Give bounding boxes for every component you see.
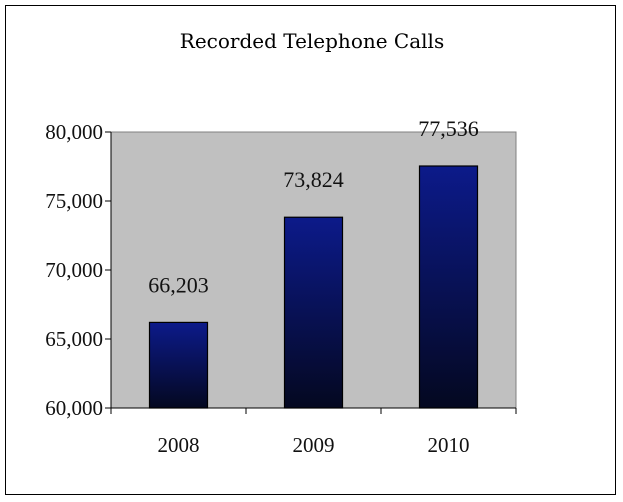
y-tick-label: 60,000 — [45, 396, 103, 420]
data-label: 77,536 — [418, 116, 479, 141]
data-label: 66,203 — [148, 272, 209, 297]
bar — [418, 165, 479, 409]
data-label: 73,824 — [283, 167, 344, 192]
bar — [148, 321, 209, 409]
y-tick-label: 70,000 — [45, 258, 103, 282]
chart-title: Recorded Telephone Calls — [180, 29, 444, 53]
bar — [283, 216, 344, 409]
x-tick-label: 2010 — [428, 433, 470, 457]
x-tick-label: 2009 — [293, 433, 335, 457]
y-tick-label: 75,000 — [45, 189, 103, 213]
x-tick-label: 2008 — [158, 433, 200, 457]
y-tick-label: 80,000 — [45, 120, 103, 144]
y-tick-label: 65,000 — [45, 327, 103, 351]
